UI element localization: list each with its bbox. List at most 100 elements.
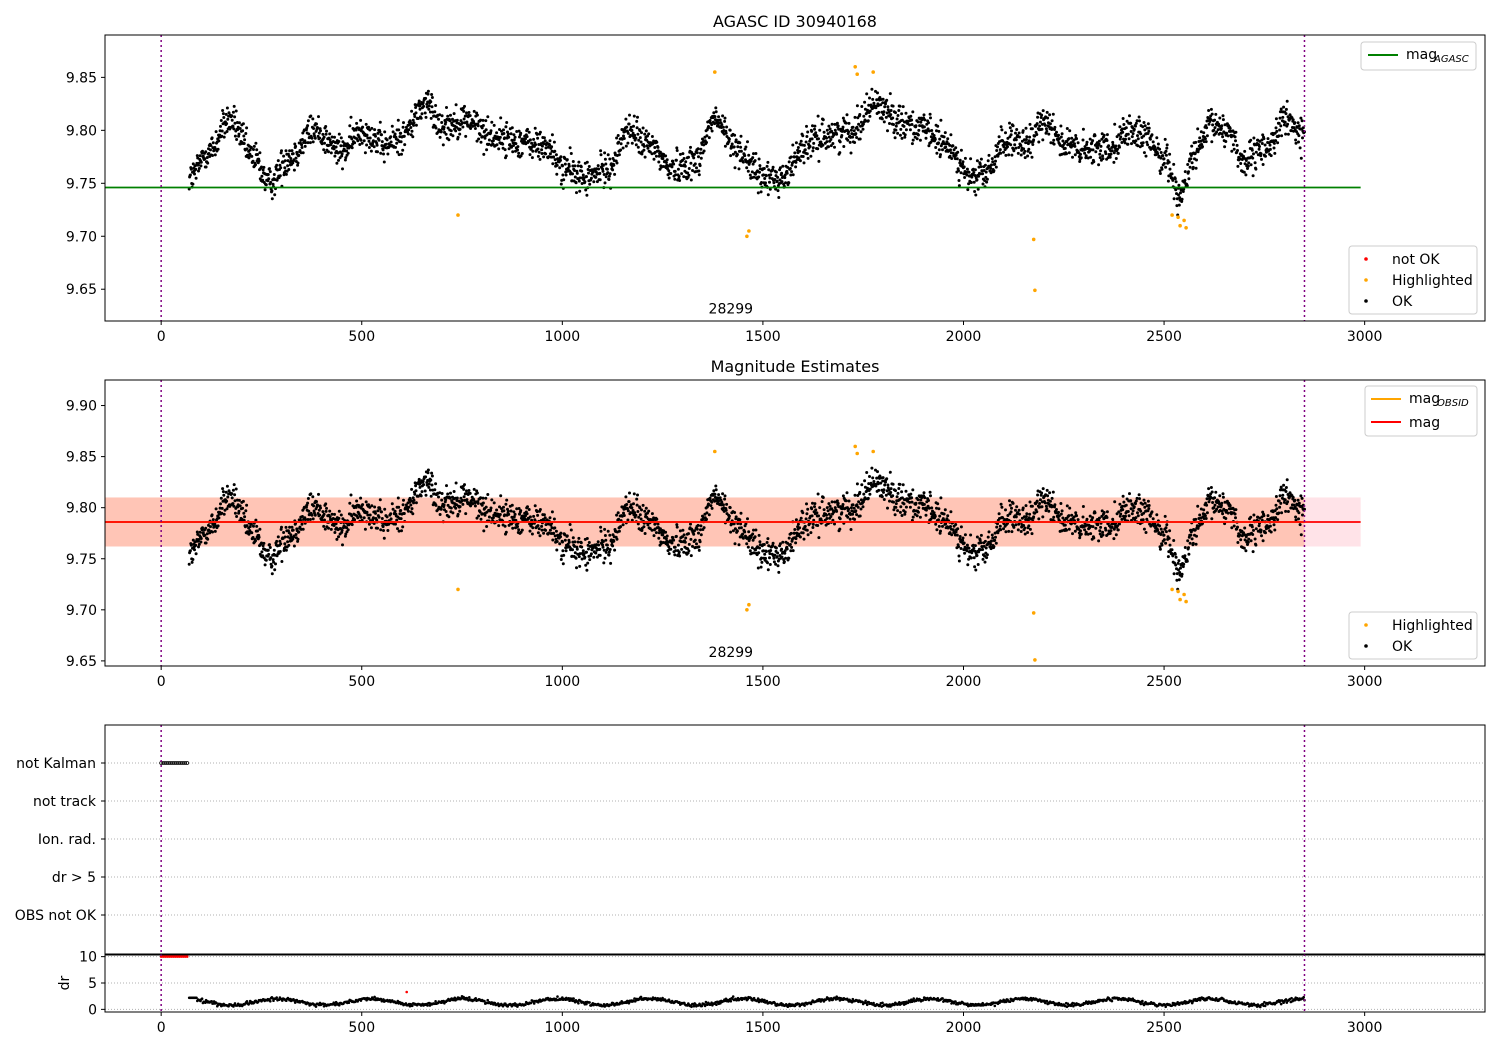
ok-point <box>290 149 294 153</box>
ok-point <box>775 179 779 183</box>
ok-point <box>941 524 944 528</box>
ok-point <box>569 528 573 532</box>
ok-point <box>379 528 383 532</box>
ok-point <box>615 161 619 165</box>
ok-point <box>1119 135 1123 139</box>
ok-point <box>802 161 806 165</box>
ok-point <box>818 506 822 510</box>
ok-point <box>943 508 947 512</box>
ok-point <box>1114 144 1118 148</box>
ok-point <box>1258 145 1261 148</box>
ok-point <box>808 145 812 148</box>
ok-point <box>813 127 816 131</box>
ok-point <box>702 526 706 530</box>
ok-point <box>751 162 755 166</box>
ok-point <box>1163 137 1167 141</box>
ok-point <box>794 541 798 545</box>
ok-point <box>288 149 292 153</box>
ok-point <box>689 537 693 541</box>
ok-point <box>501 142 505 146</box>
ok-point <box>1038 502 1042 505</box>
ok-point <box>510 145 513 149</box>
ok-point <box>554 529 558 533</box>
ok-point <box>328 509 332 513</box>
ok-point <box>1019 530 1023 533</box>
ok-point <box>841 503 845 506</box>
ok-point <box>234 487 238 491</box>
ok-point <box>687 542 691 546</box>
ok-point <box>911 488 915 492</box>
ok-point <box>564 173 568 177</box>
ok-point <box>1165 143 1169 147</box>
ok-point <box>847 121 851 125</box>
ok-point <box>273 193 277 197</box>
ok-point <box>657 536 661 540</box>
ok-point <box>1269 154 1273 158</box>
ok-point <box>891 116 895 120</box>
ok-point <box>532 137 536 141</box>
ok-point <box>916 510 920 514</box>
ok-point <box>802 537 806 541</box>
ok-point <box>922 125 926 129</box>
ok-point <box>535 132 539 136</box>
ok-point <box>1010 153 1014 157</box>
ok-point <box>760 560 764 564</box>
ok-point <box>844 499 848 503</box>
ok-point <box>260 174 264 178</box>
ok-point <box>833 506 837 510</box>
ok-point <box>918 138 922 142</box>
ok-point <box>340 528 344 532</box>
ok-point <box>278 550 282 553</box>
ok-point <box>1179 191 1182 195</box>
ok-point <box>1168 167 1172 171</box>
ok-point <box>419 116 423 120</box>
ok-point <box>303 144 307 148</box>
ok-point <box>725 125 729 129</box>
ok-point <box>307 509 311 513</box>
ok-point <box>232 127 236 131</box>
ok-point <box>519 509 523 513</box>
ok-point <box>729 154 733 158</box>
ok-point <box>1254 150 1258 154</box>
ok-point <box>1046 116 1050 120</box>
ok-point <box>721 503 725 507</box>
ok-point <box>1025 135 1029 139</box>
ok-point <box>972 180 976 184</box>
ok-point <box>635 503 639 507</box>
ok-point <box>1008 126 1012 130</box>
ok-point <box>1027 524 1031 528</box>
ok-point <box>430 93 434 96</box>
ok-point <box>1156 142 1160 146</box>
ok-point <box>990 533 994 537</box>
ok-point <box>1004 530 1008 534</box>
ok-point <box>840 134 844 137</box>
ok-point <box>937 141 940 145</box>
ok-point <box>1007 529 1011 533</box>
ok-point <box>401 503 405 507</box>
ok-point <box>949 133 953 137</box>
x-tick-label: 2000 <box>946 329 982 345</box>
ok-point <box>827 135 831 139</box>
ok-point <box>893 136 897 140</box>
ok-point <box>949 148 952 152</box>
ok-point <box>255 524 259 528</box>
ok-point <box>969 533 973 537</box>
ok-point <box>768 563 772 566</box>
ok-point <box>1278 128 1282 132</box>
ok-point <box>846 515 850 519</box>
ok-point <box>707 513 711 517</box>
ok-point <box>734 515 738 519</box>
ok-point <box>1043 501 1047 505</box>
ok-point <box>917 128 921 132</box>
ok-point <box>1204 140 1208 144</box>
ok-point <box>1028 527 1032 531</box>
ok-point <box>936 124 940 128</box>
ok-point <box>973 174 977 177</box>
ok-point <box>306 501 310 505</box>
ok-point <box>838 527 842 531</box>
ok-point <box>994 159 997 163</box>
ok-point <box>348 124 352 128</box>
ok-point <box>411 512 415 516</box>
ok-point <box>473 504 477 508</box>
